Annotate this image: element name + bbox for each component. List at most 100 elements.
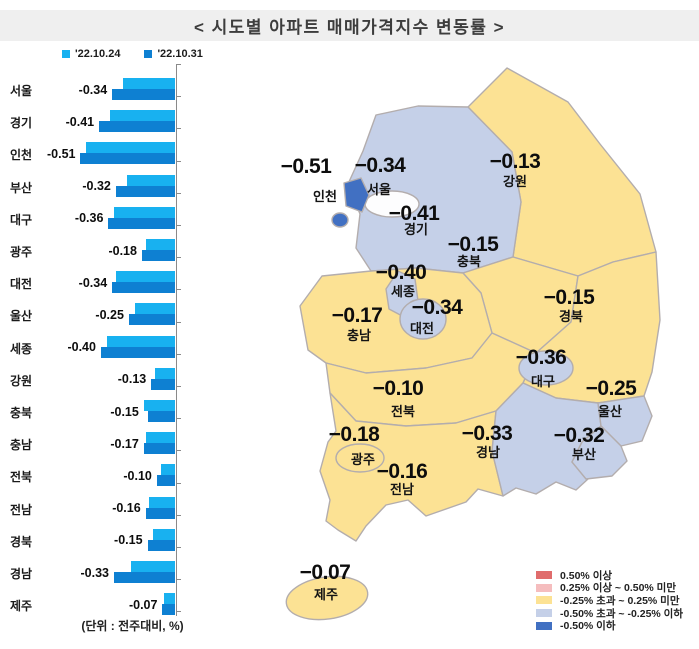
bar-2022-10-24: [145, 239, 176, 250]
map-region-jeju: [285, 575, 369, 621]
bar-region-label: 대구: [9, 212, 33, 227]
map-legend-swatch: [536, 596, 552, 605]
map-name-daejeon: 대전: [410, 321, 434, 336]
unit-note: (단위 : 전주대비, %): [81, 619, 184, 633]
map-value-sejong: −0.40: [376, 261, 427, 284]
map-value-daejeon: −0.34: [412, 296, 463, 319]
bar-chart-series-legend: '22.10.24 '22.10.31: [62, 48, 203, 60]
map-legend-swatch: [536, 583, 552, 592]
bar-region-label: 충남: [9, 438, 33, 453]
map-legend-row: -0.25% 초과 ~ 0.25% 미만: [536, 594, 683, 607]
axis-tick: [176, 418, 181, 420]
map-name-chungbuk: 충북: [457, 254, 481, 269]
map-name-gwangju: 광주: [351, 452, 375, 467]
bar-2022-10-31: [156, 475, 176, 487]
axis-tick: [176, 225, 181, 226]
axis-tick: [176, 482, 181, 484]
map-legend-swatch: [536, 621, 552, 630]
map-legend-label: -0.25% 초과 ~ 0.25% 미만: [560, 594, 680, 607]
bar-value-label: -0.34: [78, 275, 108, 290]
axis-tick: [176, 450, 181, 452]
bar-2022-10-31: [108, 217, 176, 229]
bar-2022-10-31: [141, 250, 176, 261]
bar-2022-10-31: [112, 282, 176, 294]
korea-choropleth-map: −0.51인천−0.34서울−0.41경기−0.13강원−0.15충북−0.40…: [281, 67, 661, 621]
bar-value-label: -0.32: [82, 179, 111, 194]
map-value-gwangju: −0.18: [329, 423, 380, 446]
axis-tick: [176, 386, 181, 387]
axis-tick: [176, 289, 181, 291]
map-region-jeonnam: [319, 392, 504, 542]
axis-tick: [176, 160, 181, 162]
map-name-jeju: 제주: [314, 587, 338, 602]
bar-2022-10-31: [115, 185, 176, 197]
bar-value-label: -0.18: [108, 243, 137, 258]
map-name-busan: 부산: [572, 447, 596, 462]
bar-2022-10-31: [99, 121, 176, 133]
axis-tick: [176, 579, 181, 581]
bar-2022-10-24: [145, 432, 176, 444]
map-value-gyeongbuk: −0.15: [544, 286, 595, 309]
series-legend-label: '22.10.31: [157, 48, 203, 60]
map-value-incheon: −0.51: [281, 155, 332, 178]
bar-region-label: 세종: [9, 341, 33, 356]
bar-2022-10-31: [147, 411, 176, 422]
bar-2022-10-24: [134, 303, 176, 315]
bar-value-label: -0.10: [123, 468, 152, 483]
bar-2022-10-24: [114, 206, 176, 218]
bar-value-label: -0.16: [112, 501, 141, 516]
map-region-daejeon: [399, 298, 447, 340]
bar-2022-10-31: [151, 378, 176, 390]
bar-value-label: -0.33: [80, 565, 110, 580]
axis-tick: [176, 64, 181, 65]
map-name-gyeonggi: 경기: [404, 222, 428, 237]
bar-2022-10-31: [162, 604, 176, 616]
map-region-daegu: [518, 350, 574, 386]
bar-2022-10-24: [130, 561, 176, 572]
bar-value-label: -0.15: [114, 533, 143, 548]
map-region-incheon: [343, 177, 370, 213]
bar-value-label: -0.41: [65, 114, 95, 129]
bar-2022-10-31: [147, 539, 176, 551]
bar-2022-10-31: [143, 443, 176, 455]
map-legend-swatch: [536, 571, 552, 580]
bar-region-label: 전북: [9, 470, 33, 485]
page-title: < 시도별 아파트 매매가격지수 변동률 >: [0, 10, 699, 41]
map-name-jeonnam: 전남: [390, 482, 414, 497]
map-value-jeonbuk: −0.10: [373, 377, 424, 400]
map-legend-row: 0.25% 이상 ~ 0.50% 미만: [536, 582, 683, 594]
map-name-daegu: 대구: [531, 374, 555, 389]
bar-region-label: 대전: [9, 277, 33, 292]
bar-value-label: -0.25: [95, 307, 124, 322]
bar-2022-10-24: [143, 400, 176, 411]
bar-2022-10-24: [115, 271, 176, 283]
bar-region-label: 강원: [9, 373, 33, 388]
bar-2022-10-24: [149, 496, 176, 508]
map-legend-row: -0.50% 이하: [536, 619, 683, 632]
bar-value-label: -0.40: [67, 340, 96, 355]
bar-value-label: -0.07: [128, 597, 158, 612]
bar-region-label: 경북: [9, 534, 33, 549]
series-legend-item: '22.10.31: [144, 48, 203, 60]
map-name-sejong: 세종: [391, 284, 415, 299]
bar-2022-10-24: [110, 110, 176, 122]
bar-2022-10-31: [100, 346, 176, 358]
bar-2022-10-24: [160, 464, 176, 476]
map-name-gangwon: 강원: [503, 174, 527, 189]
bar-2022-10-31: [128, 314, 176, 326]
map-legend-row: 0.50% 이상: [536, 569, 683, 582]
map-legend-label: -0.50% 초과 ~ -0.25% 이하: [560, 607, 683, 620]
map-name-chungnam: 충남: [347, 328, 371, 343]
bar-value-label: -0.17: [110, 436, 139, 451]
map-value-jeonnam: −0.16: [377, 460, 428, 483]
map-value-chungbuk: −0.15: [448, 233, 499, 256]
map-value-daegu: −0.36: [516, 346, 567, 369]
map-color-legend: 0.50% 이상 0.25% 이상 ~ 0.50% 미만 -0.25% 초과 ~ 0…: [536, 569, 683, 632]
map-value-gyeongnam: −0.33: [462, 422, 513, 445]
bar-region-label: 충북: [9, 406, 33, 420]
series-legend-item: '22.10.24: [62, 48, 120, 60]
bar-2022-10-24: [106, 335, 176, 347]
map-legend-label: -0.50% 이하: [560, 620, 616, 633]
bar-2022-10-24: [127, 174, 176, 186]
